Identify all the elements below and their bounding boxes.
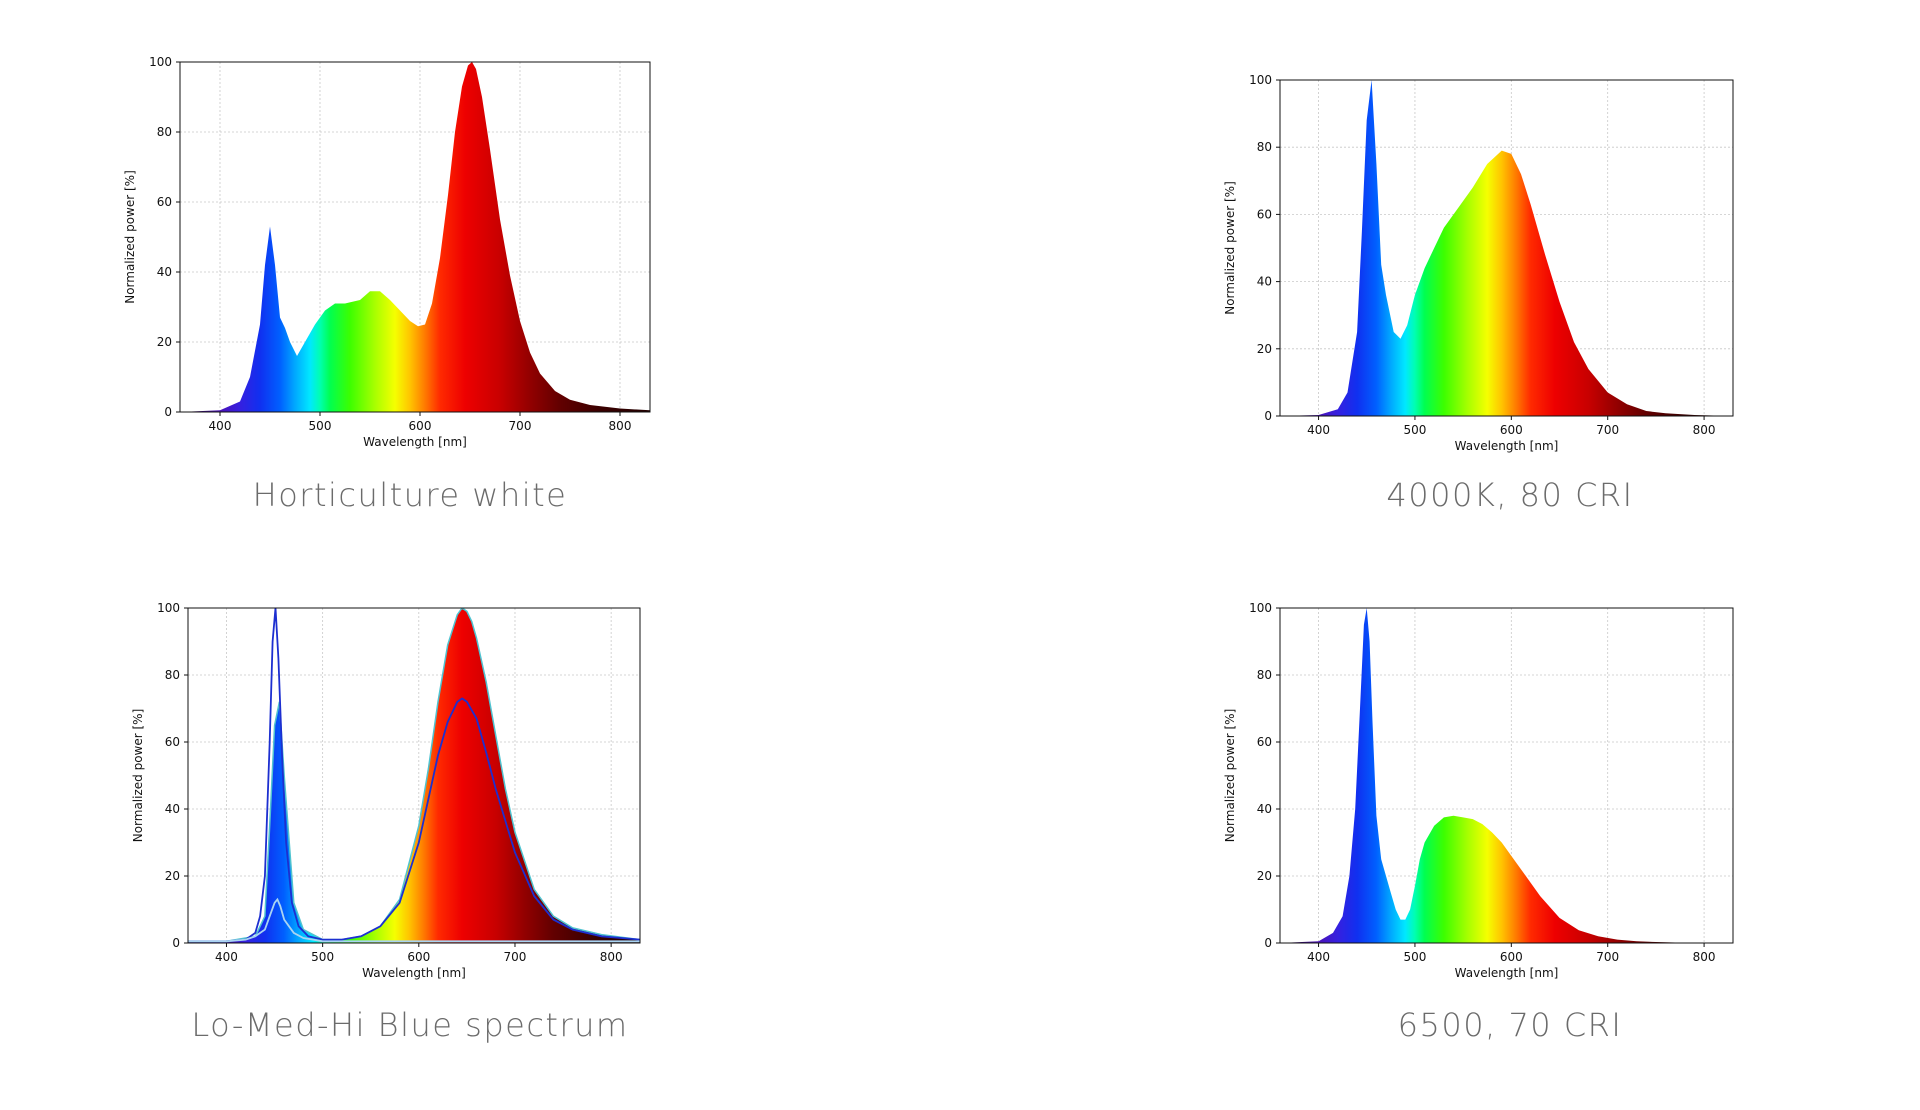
x-tick-label: 500 <box>311 950 334 964</box>
chart-panel-6500: 400 500 600 700 800 0 20 40 60 80 100 Wavelength [n… <box>1150 540 1910 1080</box>
x-tick-label: 700 <box>1596 423 1619 437</box>
y-tick-label: 40 <box>157 265 172 279</box>
chart-caption: 4000K, 80 CRI <box>1386 476 1634 514</box>
plot-frame <box>1279 79 1734 417</box>
y-tick-label: 20 <box>165 869 180 883</box>
x-tick-label: 600 <box>407 950 430 964</box>
y-tick-label: 60 <box>157 195 172 209</box>
spectrum-chart-6500: 400 500 600 700 800 0 20 40 60 80 100 Wavelength [n… <box>1223 601 1734 980</box>
y-tick-label: 20 <box>1257 342 1272 356</box>
chart-caption: Horticulture white <box>252 476 568 514</box>
x-axis-label: Wavelength [nm] <box>1455 439 1559 453</box>
y-tick-label: 80 <box>1257 668 1272 682</box>
x-tick-label: 800 <box>609 419 632 433</box>
spectrum-area <box>188 608 640 943</box>
plot-frame <box>1279 607 1734 944</box>
y-axis-label: Normalized power [%] <box>1223 709 1237 843</box>
chart-panel-horticulture: 400 500 600 700 800 0 20 40 60 80 100 Wavelength [n… <box>0 0 760 540</box>
y-tick-label: 60 <box>165 735 180 749</box>
y-tick-label: 100 <box>149 55 172 69</box>
x-tick-label: 600 <box>409 419 432 433</box>
y-axis-label: Normalized power [%] <box>123 170 137 304</box>
x-tick-label: 600 <box>1500 423 1523 437</box>
y-tick-label: 60 <box>1257 207 1272 221</box>
series-group <box>180 62 650 412</box>
x-tick-label: 500 <box>309 419 332 433</box>
x-tick-label: 500 <box>1403 423 1426 437</box>
plot-frame <box>179 61 651 413</box>
series-line <box>188 897 640 943</box>
x-axis-label: Wavelength [nm] <box>363 435 467 449</box>
spectrum-outline <box>188 608 640 943</box>
y-tick-label: 0 <box>1264 409 1272 423</box>
spectrum-area <box>1280 80 1733 416</box>
x-tick-label: 700 <box>504 950 527 964</box>
y-tick-label: 100 <box>1249 601 1272 615</box>
y-tick-label: 40 <box>1257 275 1272 289</box>
chart-panel-4000k: 400 500 600 700 800 0 20 40 60 80 100 Wavelength [n… <box>1150 0 1910 540</box>
spectrum-area <box>1280 608 1733 943</box>
series-group <box>1280 608 1733 943</box>
x-tick-label: 800 <box>1693 950 1716 964</box>
spectrum-area <box>180 62 650 412</box>
series-line <box>188 608 640 943</box>
spectrum-chart-horticulture: 400 500 600 700 800 0 20 40 60 80 100 Wavelength [n… <box>123 55 651 449</box>
y-tick-label: 20 <box>1257 869 1272 883</box>
y-tick-label: 40 <box>1257 802 1272 816</box>
x-tick-label: 700 <box>1596 950 1619 964</box>
x-tick-label: 400 <box>1307 423 1330 437</box>
y-tick-label: 60 <box>1257 735 1272 749</box>
y-tick-label: 0 <box>1264 936 1272 950</box>
x-tick-label: 400 <box>1307 950 1330 964</box>
y-tick-label: 80 <box>165 668 180 682</box>
x-tick-label: 600 <box>1500 950 1523 964</box>
y-tick-label: 100 <box>1249 73 1272 87</box>
series-group <box>1280 80 1733 416</box>
x-tick-label: 500 <box>1403 950 1426 964</box>
x-axis-label: Wavelength [nm] <box>362 966 466 980</box>
x-axis-label: Wavelength [nm] <box>1455 966 1559 980</box>
y-tick-label: 80 <box>1257 140 1272 154</box>
series-group <box>188 608 640 943</box>
y-tick-label: 100 <box>157 601 180 615</box>
spectrum-chart-4000k: 400 500 600 700 800 0 20 40 60 80 100 Wavelength [n… <box>1223 73 1734 453</box>
y-tick-label: 0 <box>164 405 172 419</box>
y-tick-label: 40 <box>165 802 180 816</box>
y-axis-label: Normalized power [%] <box>1223 181 1237 315</box>
chart-caption: Lo-Med-Hi Blue spectrum <box>191 1006 629 1044</box>
x-tick-label: 400 <box>215 950 238 964</box>
y-tick-label: 20 <box>157 335 172 349</box>
plot-frame <box>187 607 641 944</box>
x-tick-label: 800 <box>600 950 623 964</box>
y-tick-label: 80 <box>157 125 172 139</box>
x-tick-label: 400 <box>209 419 232 433</box>
chart-panel-lo-med-hi: 400 500 600 700 800 0 20 40 60 80 100 Wavelength [n… <box>0 540 760 1080</box>
x-tick-label: 800 <box>1693 423 1716 437</box>
y-axis-label: Normalized power [%] <box>131 709 145 843</box>
chart-caption: 6500, 70 CRI <box>1397 1006 1623 1044</box>
x-tick-label: 700 <box>509 419 532 433</box>
spectrum-chart-lo-med-hi: 400 500 600 700 800 0 20 40 60 80 100 Wavelength [n… <box>131 601 641 980</box>
y-tick-label: 0 <box>172 936 180 950</box>
